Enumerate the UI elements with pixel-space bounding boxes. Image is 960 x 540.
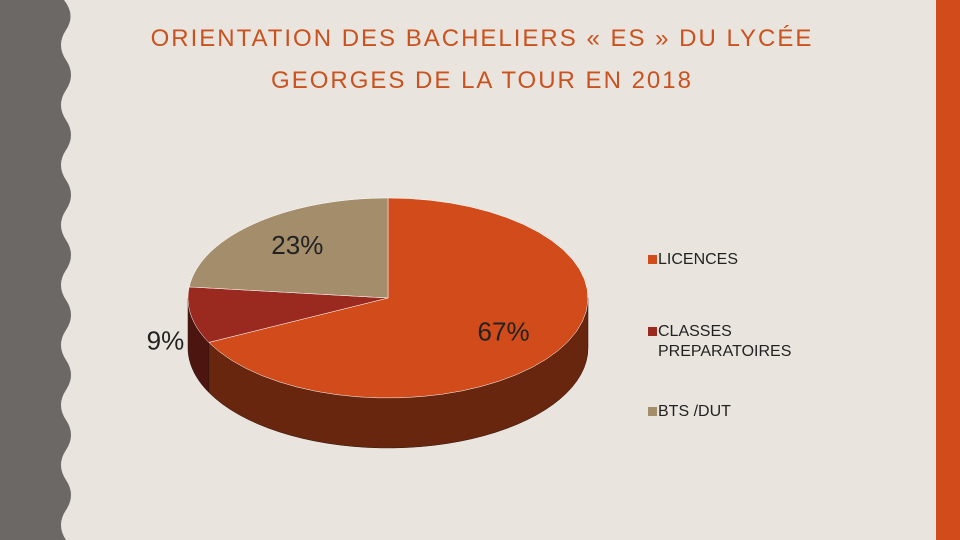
chart-title: GEORGES DE LA TOUR EN 2018 [271,67,693,94]
data-label: 9% [147,325,185,355]
chart-title: ORIENTATION DES BACHELIERS « ES » DU LYC… [151,25,814,52]
legend-label: CLASSES PREPARATOIRES [658,323,792,360]
legend-label: LICENCES [658,251,739,268]
legend-swatch [648,407,657,416]
legend-swatch [648,327,657,336]
slice [187,286,389,343]
legend: LICENCES CLASSES PREPARATOIRES BTS /DUT [648,250,823,422]
legend-label: BTS /DUT [658,403,731,420]
slice [208,197,589,399]
accent-strip [936,0,960,540]
pie: 67% 9% 23% [147,197,589,449]
slice [188,197,389,299]
legend-entry: BTS /DUT [648,402,823,422]
legend-entry: CLASSES PREPARATOIRES [648,322,823,362]
data-label: 67% [478,317,530,347]
legend-entry: LICENCES [648,250,823,270]
wavy-strip [0,0,71,540]
data-label: 23% [271,230,323,260]
legend-swatch [648,255,657,264]
